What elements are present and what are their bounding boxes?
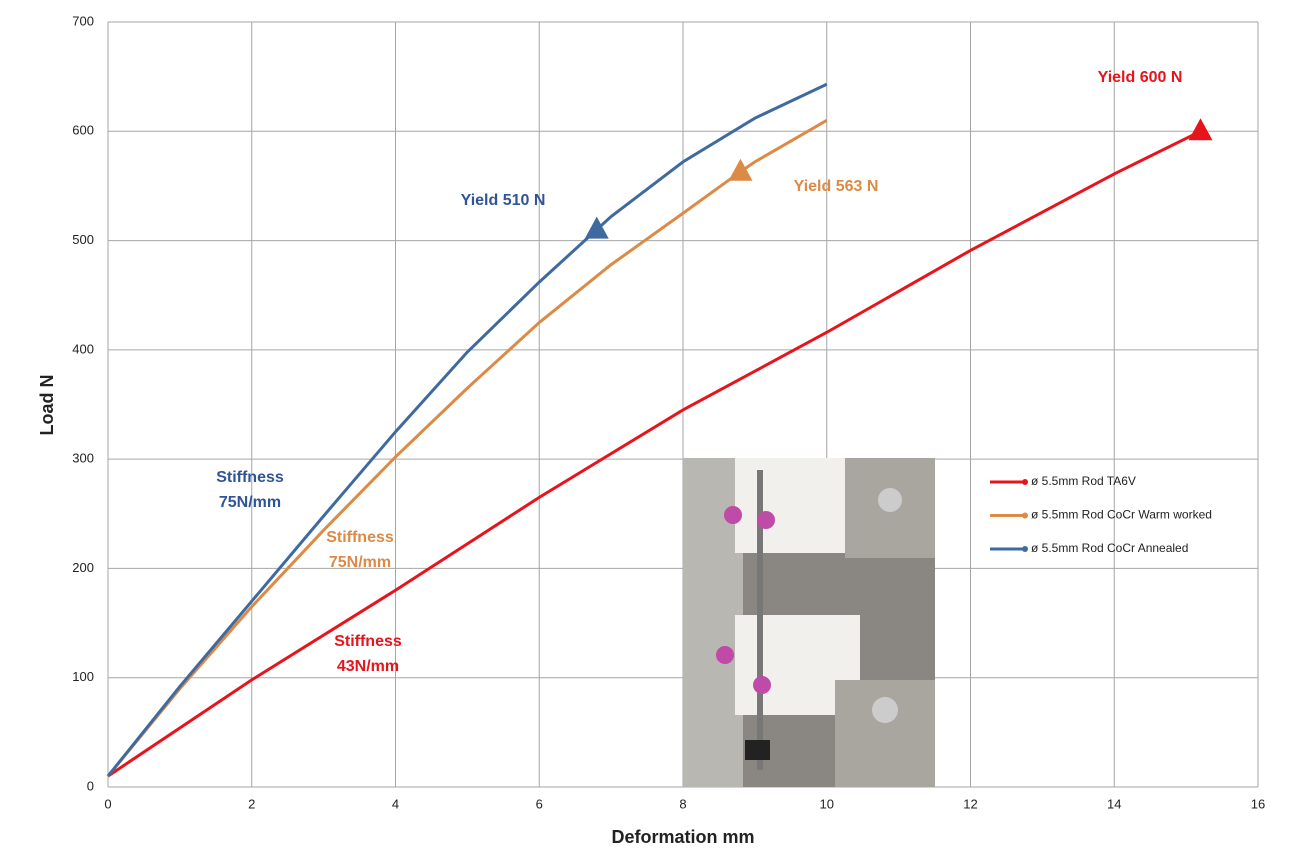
- photo-part: [753, 676, 771, 694]
- x-tick-label: 12: [963, 796, 977, 811]
- x-tick-label: 16: [1251, 796, 1265, 811]
- y-tick-label: 100: [72, 669, 94, 684]
- annotation: 75N/mm: [329, 554, 391, 571]
- yield-marker: [584, 216, 609, 239]
- annotation: Yield 563 N: [794, 178, 879, 195]
- photo-part: [878, 488, 902, 512]
- annotation: Yield 510 N: [461, 192, 546, 209]
- yield-marker: [1188, 118, 1213, 141]
- x-tick-label: 0: [104, 796, 111, 811]
- legend-dot: [1022, 479, 1028, 485]
- x-tick-label: 14: [1107, 796, 1121, 811]
- legend-label: ø 5.5mm Rod CoCr Annealed: [1031, 541, 1188, 555]
- annotation: Stiffness: [334, 633, 402, 650]
- photo-part: [872, 697, 898, 723]
- photo-part: [716, 646, 734, 664]
- photo: [683, 458, 935, 787]
- y-tick-label: 600: [72, 123, 94, 138]
- x-tick-label: 10: [820, 796, 834, 811]
- y-axis-title: Load N: [37, 375, 57, 436]
- annotation: 43N/mm: [337, 658, 399, 675]
- photo-part: [724, 506, 742, 524]
- yield-marker: [728, 158, 753, 181]
- legend-label: ø 5.5mm Rod TA6V: [1031, 474, 1136, 488]
- y-tick-label: 500: [72, 232, 94, 247]
- photo-part: [757, 511, 775, 529]
- legend-dot: [1022, 512, 1028, 519]
- x-tick-label: 6: [536, 796, 543, 811]
- annotation: Stiffness: [326, 529, 394, 546]
- series-line: [106, 82, 828, 778]
- photo-part: [735, 458, 860, 553]
- y-tick-label: 400: [72, 341, 94, 356]
- annotation: Yield 600 N: [1098, 69, 1183, 86]
- series-line: [107, 129, 1202, 778]
- annotation: Stiffness: [216, 469, 284, 486]
- photo-part: [745, 740, 770, 760]
- y-tick-label: 700: [72, 13, 94, 28]
- x-tick-label: 2: [248, 796, 255, 811]
- legend-label: ø 5.5mm Rod CoCr Warm worked: [1031, 508, 1212, 522]
- photo-part: [757, 470, 763, 770]
- y-tick-label: 300: [72, 451, 94, 466]
- y-tick-label: 0: [87, 778, 94, 793]
- x-tick-label: 4: [392, 796, 399, 811]
- photo-part: [835, 680, 935, 787]
- y-tick-label: 200: [72, 560, 94, 575]
- legend-dot: [1022, 546, 1028, 552]
- x-tick-label: 8: [679, 796, 686, 811]
- x-axis-title: Deformation mm: [611, 827, 754, 847]
- annotation: 75N/mm: [219, 494, 281, 511]
